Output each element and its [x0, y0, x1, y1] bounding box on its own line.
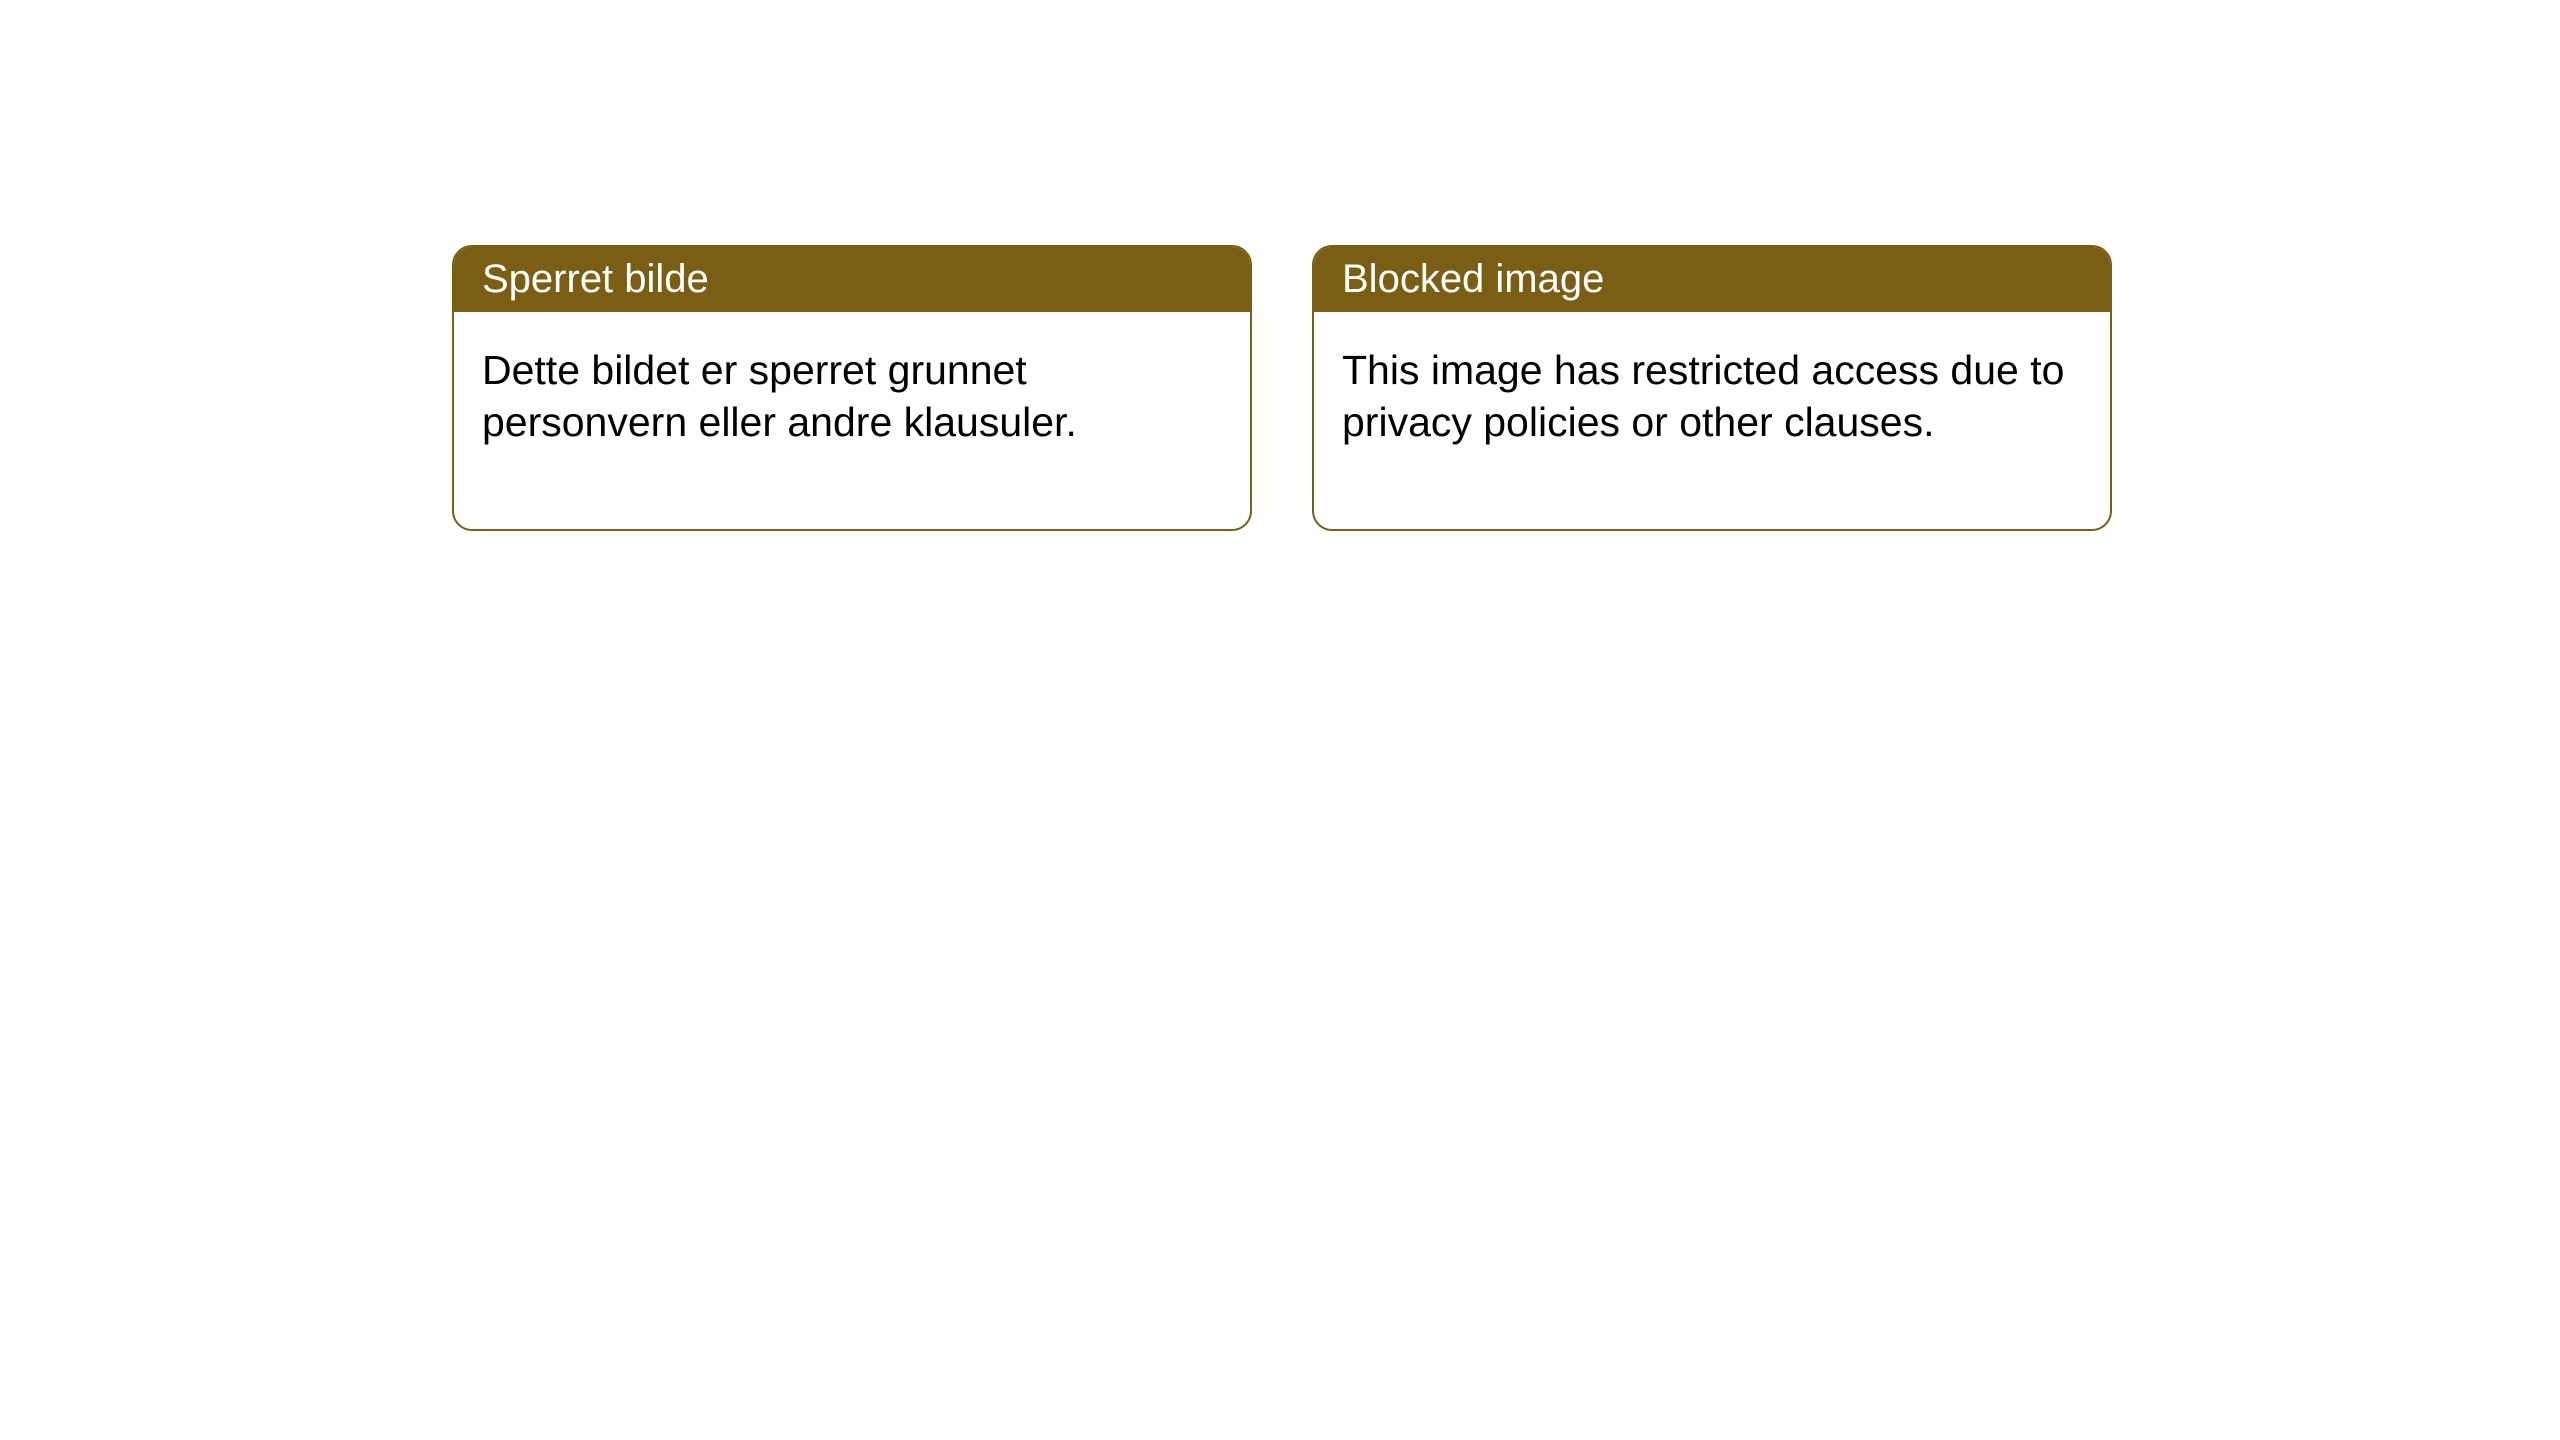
notice-header-norwegian: Sperret bilde	[454, 247, 1250, 312]
notice-card-english: Blocked image This image has restricted …	[1312, 245, 2112, 531]
notice-body-english: This image has restricted access due to …	[1314, 312, 2110, 529]
notice-cards-container: Sperret bilde Dette bildet er sperret gr…	[452, 245, 2112, 531]
notice-title-english: Blocked image	[1342, 257, 1604, 301]
notice-text-norwegian: Dette bildet er sperret grunnet personve…	[482, 347, 1077, 445]
notice-header-english: Blocked image	[1314, 247, 2110, 312]
notice-card-norwegian: Sperret bilde Dette bildet er sperret gr…	[452, 245, 1252, 531]
notice-body-norwegian: Dette bildet er sperret grunnet personve…	[454, 312, 1250, 529]
notice-text-english: This image has restricted access due to …	[1342, 347, 2064, 445]
notice-title-norwegian: Sperret bilde	[482, 257, 709, 301]
